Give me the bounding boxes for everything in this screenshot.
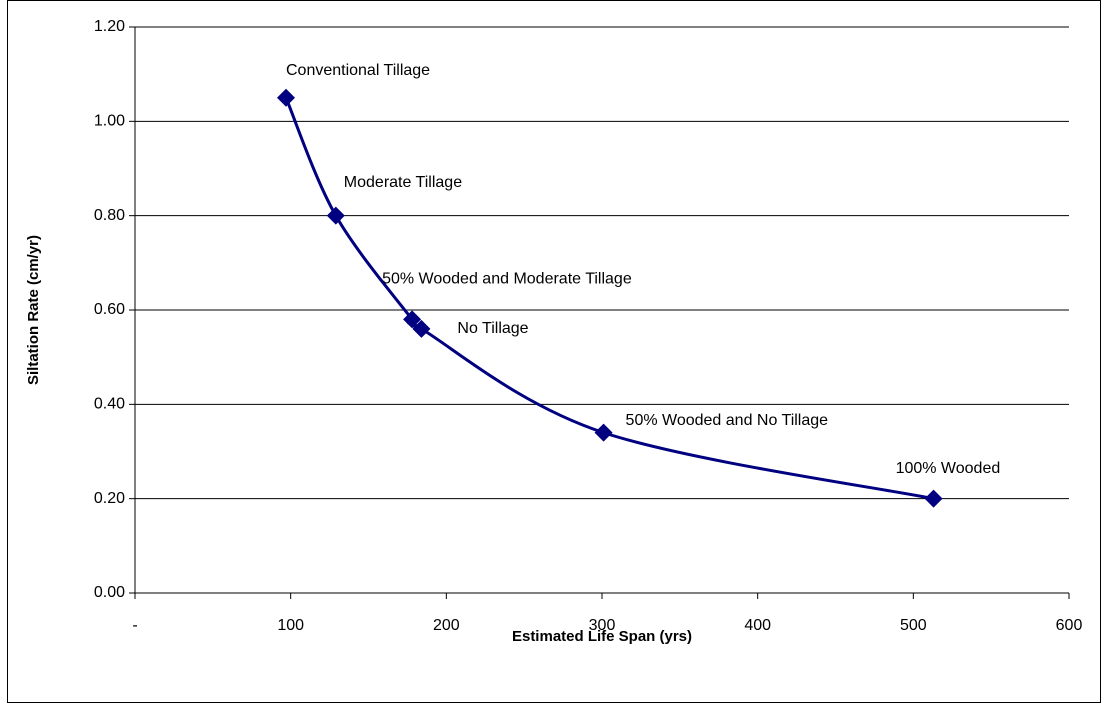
- y-tick-label: 1.00: [94, 113, 125, 130]
- point-marker: [326, 206, 345, 225]
- point-label: No Tillage: [457, 320, 528, 337]
- y-tick-label: 0.60: [94, 301, 125, 318]
- x-tick-label: 100: [277, 617, 304, 634]
- point-marker: [412, 319, 431, 338]
- point-label: 50% Wooded and No Tillage: [626, 412, 829, 429]
- x-tick-label: 300: [589, 617, 616, 634]
- point-label: 50% Wooded and Moderate Tillage: [382, 271, 632, 288]
- x-tick-label: 600: [1056, 617, 1083, 634]
- x-axis-title: Estimated Life Span (yrs): [512, 628, 692, 645]
- point-label: 100% Wooded: [896, 460, 1001, 477]
- point-label: Moderate Tillage: [344, 174, 462, 191]
- x-tick-label: 200: [433, 617, 460, 634]
- point-marker: [403, 310, 422, 329]
- x-tick-label: 400: [744, 617, 771, 634]
- point-marker: [924, 489, 943, 508]
- chart-frame: [7, 0, 1101, 703]
- point-marker: [276, 88, 295, 107]
- y-tick-label: 0.00: [94, 584, 125, 601]
- point-marker: [594, 423, 613, 442]
- point-label: Conventional Tillage: [286, 62, 430, 79]
- y-tick-label: 0.40: [94, 396, 125, 413]
- y-tick-label: 1.20: [94, 18, 125, 35]
- x-tick-label: -: [132, 617, 137, 634]
- y-tick-label: 0.20: [94, 490, 125, 507]
- y-axis-title: Siltation Rate (cm/yr): [25, 235, 42, 385]
- x-tick-label: 500: [900, 617, 927, 634]
- y-tick-label: 0.80: [94, 207, 125, 224]
